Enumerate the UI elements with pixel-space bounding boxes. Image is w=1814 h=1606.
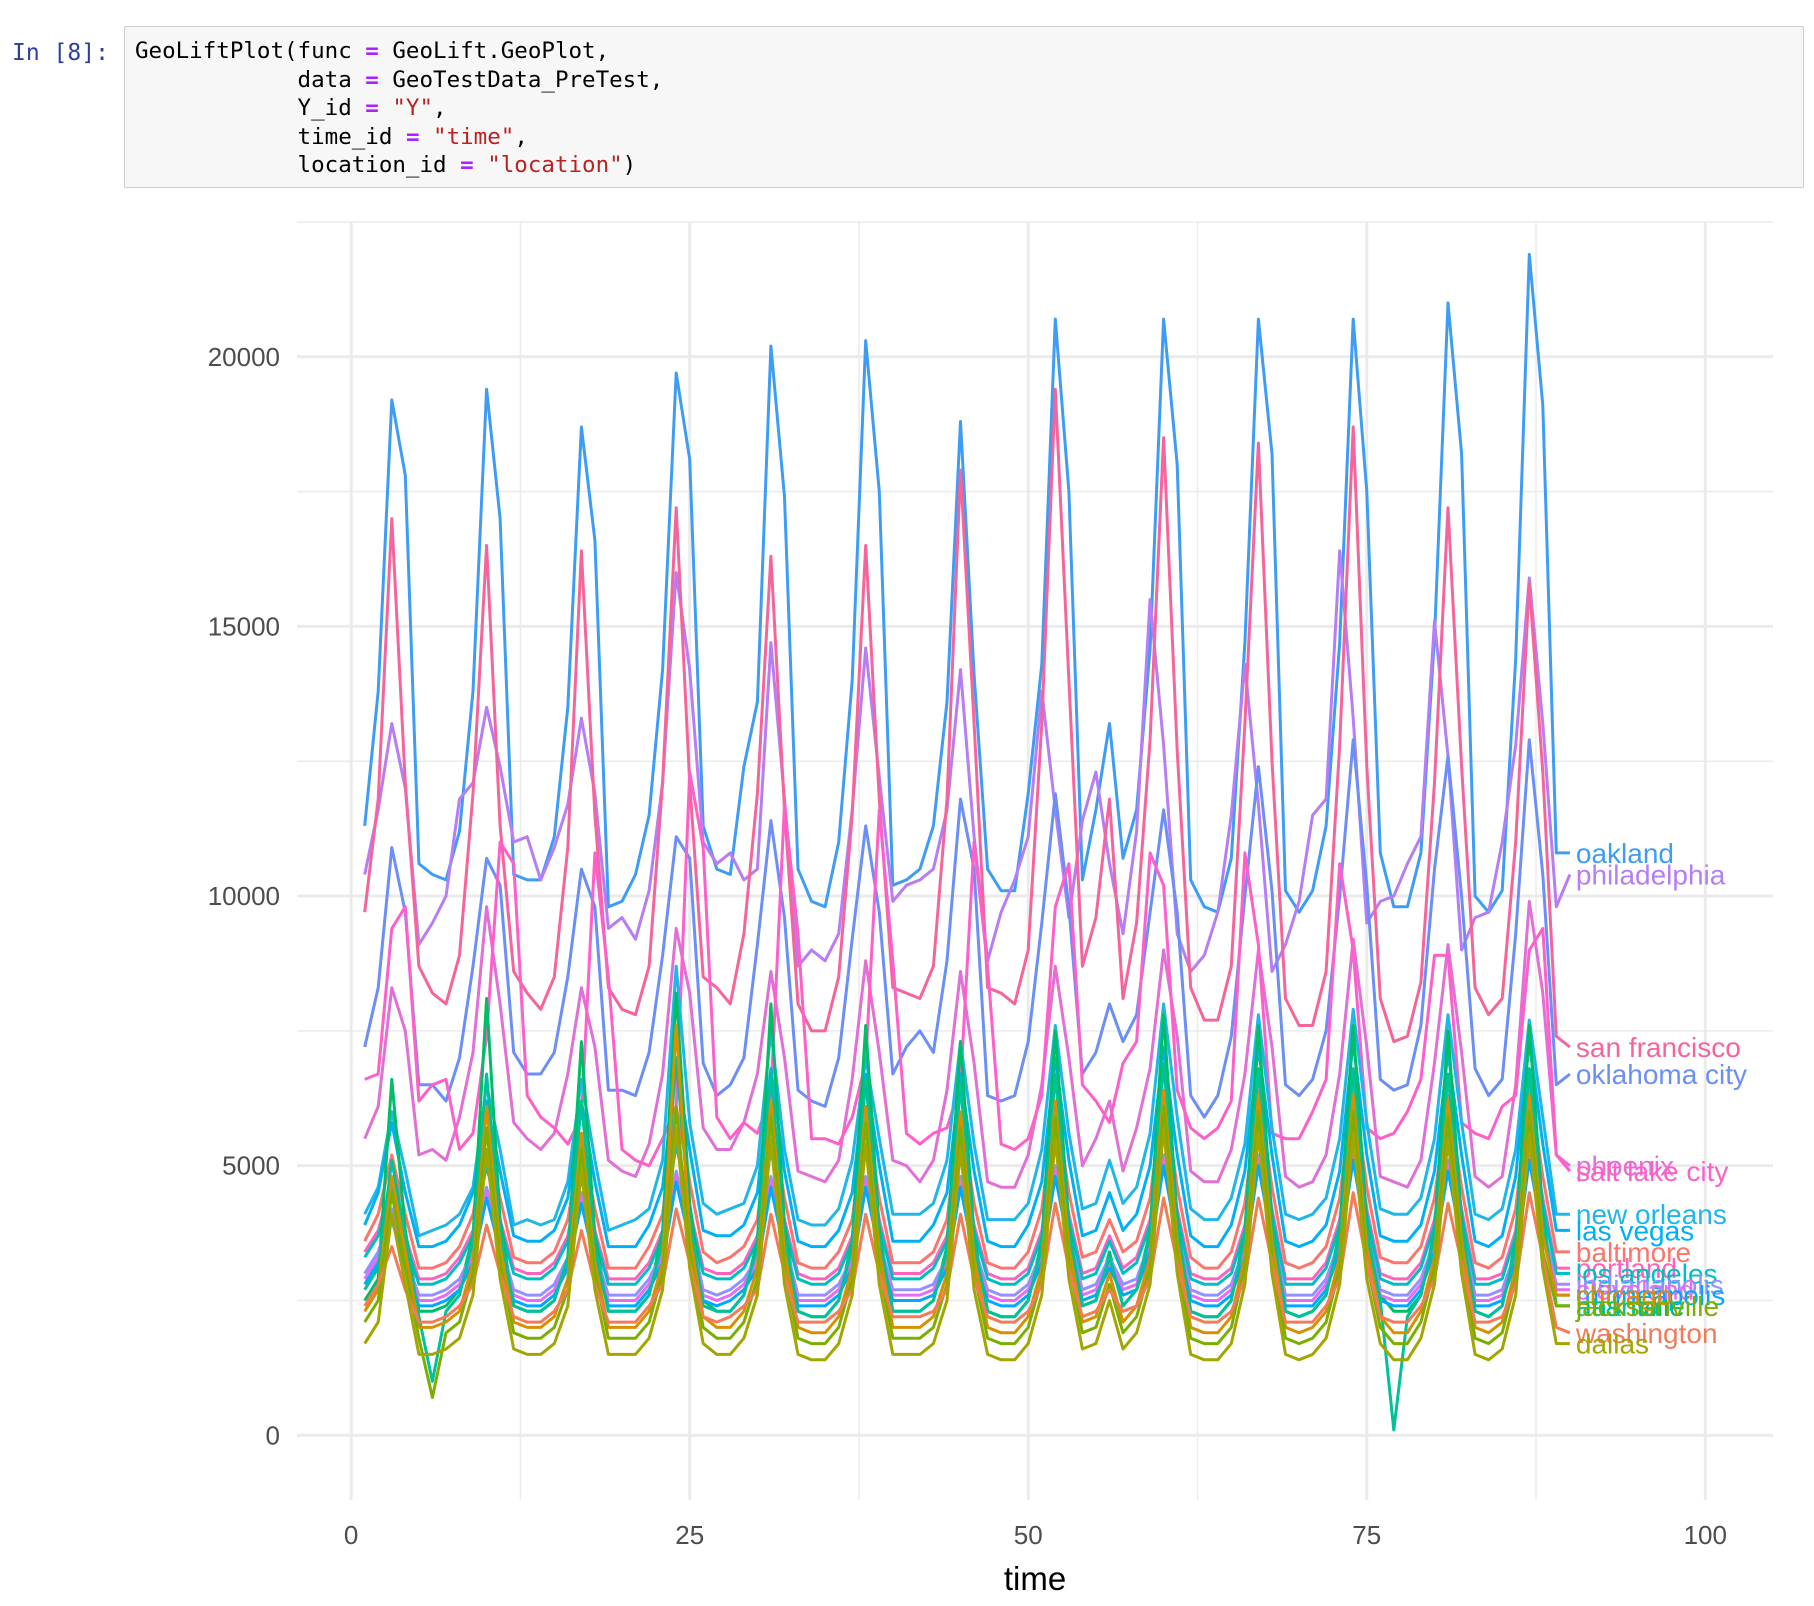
code-line: location_id = "location") — [135, 152, 637, 178]
code-line: data = GeoTestData_PreTest, — [135, 66, 664, 93]
series-label-dallas: dallas — [1576, 1329, 1649, 1360]
code-operator: = — [460, 152, 474, 178]
code-text: time_id — [135, 123, 406, 150]
series-label-las-vegas: las vegas — [1576, 1215, 1694, 1246]
code-text: , — [514, 123, 528, 150]
series-label-washington: washington — [1575, 1318, 1718, 1349]
y-tick-label: 10000 — [208, 881, 280, 911]
code-editor[interactable]: GeoLiftPlot(func = GeoLift.GeoPlot, data… — [135, 37, 663, 180]
x-axis-title: time — [1004, 1560, 1066, 1597]
series-label-jacksonville: jacksonville — [1575, 1291, 1719, 1322]
series-label-baltimore: baltimore — [1576, 1237, 1691, 1268]
x-tick-label: 50 — [1014, 1520, 1043, 1550]
y-tick-label: 15000 — [208, 611, 280, 641]
y-tick-label: 0 — [266, 1420, 280, 1450]
code-text — [419, 124, 433, 150]
series-label-san-francisco: san francisco — [1576, 1032, 1741, 1063]
series-label-oklahoma-city: oklahoma city — [1576, 1059, 1747, 1090]
code-text: GeoLiftPlot(func — [135, 38, 366, 64]
series-label-atlanta: atlanta — [1576, 1291, 1660, 1322]
series-line-chicago — [363, 1024, 1570, 1335]
code-string: "time" — [433, 123, 515, 150]
series-label-cleveland: cleveland — [1576, 1275, 1694, 1306]
code-operator: = — [365, 95, 379, 121]
series-label-oakland: oakland — [1576, 838, 1674, 869]
series-label-new-orleans: new orleans — [1576, 1199, 1727, 1230]
y-tick-label: 5000 — [222, 1151, 280, 1181]
code-line: GeoLiftPlot(func = GeoLift.GeoPlot, — [135, 38, 609, 64]
series-label-salt-lake-city: salt lake city — [1576, 1156, 1729, 1187]
x-tick-label: 0 — [344, 1520, 358, 1550]
series-label-philadelphia: philadelphia — [1576, 859, 1726, 890]
series-label-los-angeles: los angeles — [1576, 1259, 1718, 1290]
code-text — [474, 152, 488, 178]
code-text: , — [433, 95, 447, 121]
x-tick-label: 75 — [1352, 1520, 1381, 1550]
code-text — [379, 95, 393, 121]
code-operator: = — [405, 123, 420, 150]
code-text: ) — [622, 152, 637, 178]
code-operator: = — [365, 66, 379, 93]
series-label-indianapolis: indianapolis — [1576, 1269, 1724, 1300]
code-operator: = — [365, 38, 379, 64]
series-line-phoenix — [363, 899, 1571, 1189]
code-line: Y_id = "Y", — [135, 95, 447, 121]
code-string: "location" — [487, 152, 623, 178]
series-line-atlanta — [363, 1056, 1570, 1432]
series-line-washington — [363, 1191, 1571, 1335]
series-line-dallas — [363, 1126, 1570, 1362]
code-text: data — [135, 66, 366, 93]
x-tick-label: 25 — [675, 1520, 704, 1550]
series-line-oklahoma-city — [363, 738, 1571, 1119]
series-line-oakland — [363, 252, 1570, 914]
series-label-nashville: nashville — [1576, 1291, 1685, 1322]
code-text: GeoLift.GeoPlot, — [378, 38, 610, 64]
series-line-san-francisco — [363, 387, 1571, 1049]
plot-series-lines — [363, 252, 1572, 1432]
code-text: location_id — [135, 152, 461, 178]
series-line-new-orleans — [363, 964, 1570, 1238]
series-label-portland: portland — [1576, 1253, 1677, 1284]
plot-axes: 0 25 50 75 100 0 5000 10000 15000 20000 time — [208, 342, 1727, 1597]
series-label-phoenix: phoenix — [1576, 1151, 1674, 1182]
code-string: "Y" — [392, 95, 434, 121]
code-line: time_id = "time", — [135, 124, 528, 150]
code-cell-input[interactable]: GeoLiftPlot(func = GeoLift.GeoPlot, data… — [124, 26, 1804, 188]
cell-prompt: In [8]: — [12, 40, 109, 66]
code-text: GeoTestData_PreTest, — [378, 66, 664, 93]
series-label-chicago: chicago — [1576, 1280, 1673, 1311]
cell-output: oakland philadelphia san francisco oklahoma… — [0, 200, 1814, 1606]
code-text: Y_id — [135, 95, 366, 121]
y-tick-label: 20000 — [208, 342, 280, 372]
series-label-minneapolis: minneapolis — [1576, 1280, 1725, 1311]
x-tick-label: 100 — [1684, 1520, 1727, 1550]
